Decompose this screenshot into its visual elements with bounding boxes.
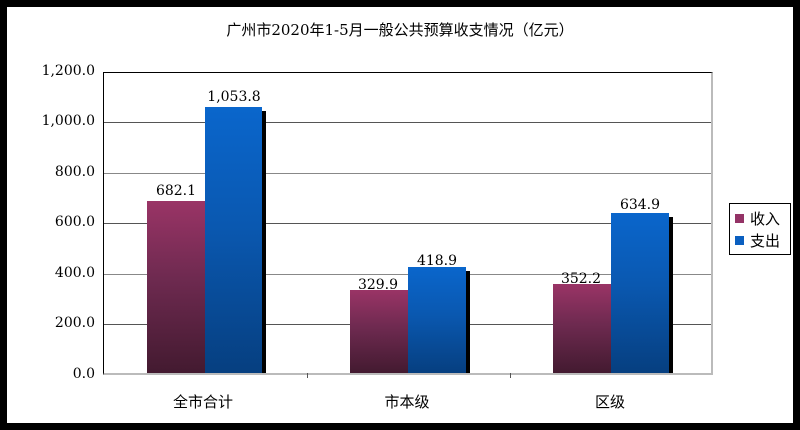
gridline: [104, 223, 711, 224]
gridline: [104, 173, 711, 174]
x-tick: [307, 373, 308, 378]
x-tick: [510, 373, 511, 378]
y-tick-label: 0.0: [72, 366, 95, 382]
x-category-label: 全市合计: [172, 393, 233, 411]
y-tick-label: 600.0: [54, 214, 95, 230]
bar-expense-district[interactable]: [611, 213, 669, 373]
chart-title: 广州市2020年1-5月一般公共预算收支情况（亿元）: [226, 21, 574, 39]
bar-shadow: [466, 271, 470, 373]
y-tick-label: 800.0: [54, 164, 95, 180]
value-label: 682.1: [155, 183, 197, 199]
legend-swatch-icon: [735, 213, 744, 223]
bar-expense-city[interactable]: [408, 267, 466, 373]
gridline: [104, 274, 711, 275]
bar-income-city[interactable]: [350, 290, 408, 373]
value-label: 352.2: [560, 271, 602, 287]
legend-item-expense[interactable]: 支出: [735, 230, 780, 250]
legend-item-income[interactable]: 收入: [735, 208, 780, 228]
x-category-label: 区级: [594, 393, 625, 411]
legend-label: 支出: [750, 231, 781, 250]
value-label: 418.9: [416, 253, 458, 269]
value-label: 634.9: [619, 197, 661, 213]
bar-expense-total[interactable]: [205, 107, 262, 373]
bar-shadow: [262, 111, 266, 373]
x-category-label: 市本级: [384, 393, 430, 411]
value-label: 1,053.8: [207, 89, 261, 105]
y-tick-label: 1,200.0: [41, 63, 95, 79]
bar-income-total[interactable]: [147, 201, 205, 373]
y-tick-label: 200.0: [54, 315, 95, 331]
bar-income-district[interactable]: [553, 284, 611, 373]
legend-label: 收入: [750, 209, 781, 228]
y-tick-label: 400.0: [54, 265, 95, 281]
value-label: 329.9: [357, 277, 399, 293]
gridline: [104, 122, 711, 123]
y-tick-label: 1,000.0: [41, 113, 95, 129]
chart-canvas: 广州市2020年1-5月一般公共预算收支情况（亿元） 1,200.0 1,000…: [7, 7, 793, 423]
legend-swatch-icon: [735, 235, 744, 245]
bar-shadow: [669, 217, 673, 373]
legend: 收入 支出: [729, 203, 791, 255]
plot-area: 682.1 1,053.8 329.9 418.9 352.2 634.9: [103, 72, 713, 378]
